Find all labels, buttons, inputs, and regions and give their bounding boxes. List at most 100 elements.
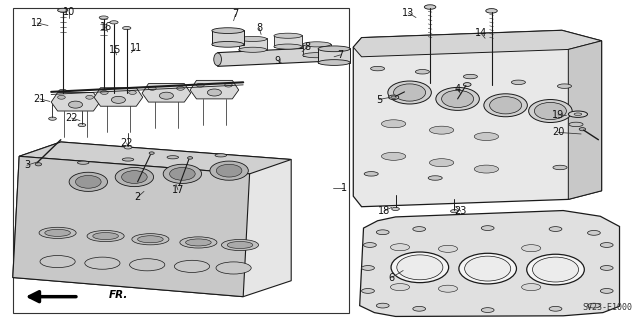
- Ellipse shape: [376, 303, 389, 308]
- Ellipse shape: [86, 95, 93, 99]
- Text: 21: 21: [33, 94, 46, 104]
- Ellipse shape: [239, 36, 267, 41]
- Ellipse shape: [364, 243, 376, 248]
- Ellipse shape: [148, 86, 156, 90]
- Ellipse shape: [49, 117, 56, 120]
- Ellipse shape: [391, 252, 449, 283]
- Ellipse shape: [323, 48, 330, 61]
- Text: 22: 22: [120, 138, 133, 148]
- Ellipse shape: [225, 83, 232, 87]
- Ellipse shape: [40, 256, 76, 268]
- Ellipse shape: [490, 97, 522, 114]
- Ellipse shape: [569, 122, 583, 127]
- Ellipse shape: [100, 91, 108, 94]
- Ellipse shape: [415, 70, 429, 74]
- Ellipse shape: [124, 146, 132, 149]
- Text: 3: 3: [24, 160, 30, 170]
- Ellipse shape: [442, 90, 474, 108]
- Ellipse shape: [174, 260, 210, 272]
- Ellipse shape: [318, 46, 350, 52]
- Ellipse shape: [303, 53, 331, 58]
- Ellipse shape: [130, 259, 165, 271]
- Polygon shape: [318, 48, 350, 63]
- Polygon shape: [568, 41, 602, 199]
- Ellipse shape: [465, 256, 511, 281]
- Ellipse shape: [574, 113, 582, 115]
- Ellipse shape: [227, 241, 253, 249]
- Ellipse shape: [45, 229, 70, 236]
- Ellipse shape: [216, 164, 242, 177]
- Text: FR.: FR.: [109, 290, 128, 300]
- Text: 13: 13: [402, 8, 415, 18]
- Ellipse shape: [371, 66, 385, 71]
- Text: 19: 19: [552, 110, 564, 120]
- Ellipse shape: [216, 262, 251, 274]
- Ellipse shape: [58, 95, 65, 99]
- Ellipse shape: [438, 245, 458, 252]
- Ellipse shape: [122, 158, 134, 161]
- Ellipse shape: [381, 152, 406, 160]
- Ellipse shape: [303, 42, 331, 47]
- Ellipse shape: [549, 226, 562, 232]
- Ellipse shape: [214, 53, 221, 66]
- Polygon shape: [239, 38, 267, 50]
- Polygon shape: [353, 30, 602, 57]
- Ellipse shape: [138, 236, 163, 243]
- Ellipse shape: [534, 102, 566, 120]
- Ellipse shape: [76, 175, 101, 188]
- Ellipse shape: [85, 257, 120, 269]
- Ellipse shape: [486, 9, 497, 13]
- Text: 7: 7: [232, 9, 239, 19]
- Ellipse shape: [394, 84, 426, 101]
- Ellipse shape: [481, 308, 494, 312]
- Text: 14: 14: [475, 28, 488, 39]
- Ellipse shape: [463, 83, 471, 86]
- Polygon shape: [353, 30, 602, 207]
- Text: 10: 10: [63, 7, 76, 17]
- Text: 2: 2: [134, 192, 141, 202]
- Ellipse shape: [123, 26, 131, 30]
- Ellipse shape: [553, 165, 567, 170]
- Ellipse shape: [110, 21, 118, 24]
- Ellipse shape: [69, 172, 108, 191]
- Ellipse shape: [527, 254, 584, 285]
- Ellipse shape: [68, 101, 83, 108]
- Ellipse shape: [557, 84, 572, 88]
- Ellipse shape: [522, 245, 541, 252]
- Ellipse shape: [522, 284, 541, 291]
- Ellipse shape: [532, 257, 579, 282]
- Ellipse shape: [600, 243, 613, 248]
- Ellipse shape: [390, 284, 410, 291]
- Ellipse shape: [413, 226, 426, 232]
- Ellipse shape: [436, 87, 479, 110]
- Ellipse shape: [451, 210, 458, 213]
- Ellipse shape: [579, 128, 586, 131]
- Ellipse shape: [364, 172, 378, 176]
- Ellipse shape: [474, 133, 499, 141]
- Ellipse shape: [188, 157, 193, 159]
- Ellipse shape: [159, 92, 173, 99]
- Text: 18: 18: [378, 206, 390, 216]
- Ellipse shape: [115, 167, 154, 187]
- Text: 4: 4: [454, 84, 461, 94]
- Ellipse shape: [484, 94, 527, 117]
- Polygon shape: [190, 80, 239, 99]
- Ellipse shape: [588, 303, 600, 308]
- Ellipse shape: [529, 100, 572, 122]
- Ellipse shape: [474, 165, 499, 173]
- Ellipse shape: [392, 207, 399, 211]
- Ellipse shape: [93, 233, 118, 240]
- Polygon shape: [360, 211, 620, 316]
- Text: 1: 1: [341, 183, 348, 193]
- Ellipse shape: [600, 288, 613, 293]
- Ellipse shape: [549, 306, 562, 311]
- Ellipse shape: [167, 156, 179, 159]
- Polygon shape: [218, 47, 326, 66]
- Bar: [13, 8, 349, 313]
- Ellipse shape: [58, 8, 68, 12]
- Ellipse shape: [388, 95, 399, 100]
- Text: 23: 23: [454, 206, 467, 216]
- Text: 12: 12: [31, 18, 44, 28]
- Ellipse shape: [210, 161, 248, 180]
- Polygon shape: [303, 44, 331, 56]
